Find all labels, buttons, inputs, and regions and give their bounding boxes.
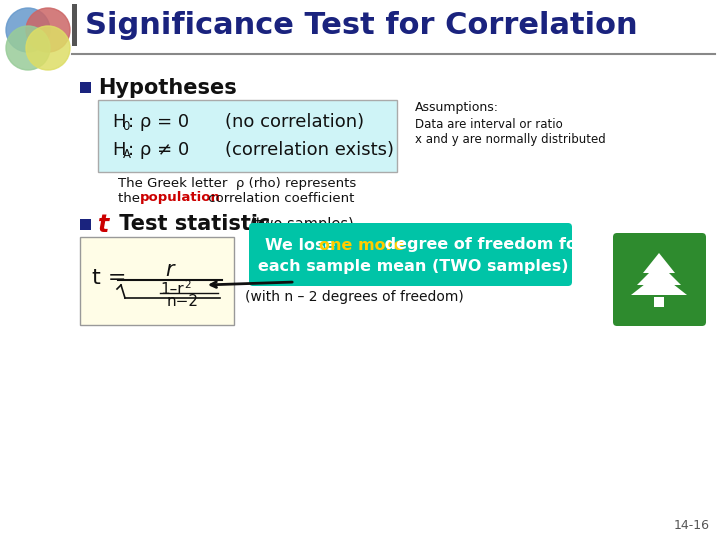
FancyBboxPatch shape <box>249 223 572 286</box>
Text: : ρ ≠ 0: : ρ ≠ 0 <box>128 141 189 159</box>
Text: population: population <box>140 192 221 205</box>
Text: t =: t = <box>92 268 134 288</box>
Polygon shape <box>637 263 681 285</box>
Text: H: H <box>112 113 125 131</box>
Polygon shape <box>654 297 664 307</box>
Text: 14-16: 14-16 <box>674 519 710 532</box>
Text: t: t <box>98 213 109 237</box>
Text: x and y are normally distributed: x and y are normally distributed <box>415 133 606 146</box>
Text: each sample mean (TWO samples): each sample mean (TWO samples) <box>258 259 568 273</box>
Circle shape <box>6 8 50 52</box>
Polygon shape <box>643 253 675 273</box>
Text: : ρ = 0: : ρ = 0 <box>128 113 189 131</box>
Text: n−2: n−2 <box>167 294 199 309</box>
Text: Test statistic: Test statistic <box>112 214 271 234</box>
Text: We lose: We lose <box>265 238 341 253</box>
Text: (two samples): (two samples) <box>250 217 354 232</box>
Text: A: A <box>122 148 130 161</box>
FancyBboxPatch shape <box>80 237 234 325</box>
FancyBboxPatch shape <box>98 100 397 172</box>
Circle shape <box>6 26 50 70</box>
Text: correlation coefficient: correlation coefficient <box>204 192 354 205</box>
Text: 1–r: 1–r <box>160 281 184 296</box>
Text: 2: 2 <box>184 280 191 290</box>
Circle shape <box>26 26 70 70</box>
Text: Hypotheses: Hypotheses <box>98 78 237 98</box>
FancyBboxPatch shape <box>80 82 91 93</box>
Text: one more: one more <box>319 238 405 253</box>
FancyBboxPatch shape <box>72 4 77 46</box>
Text: degree of freedom for: degree of freedom for <box>379 238 585 253</box>
Circle shape <box>26 8 70 52</box>
Text: (no correlation): (no correlation) <box>225 113 364 131</box>
Text: the: the <box>118 192 144 205</box>
Text: r: r <box>166 260 174 280</box>
Text: Significance Test for Correlation: Significance Test for Correlation <box>85 10 638 39</box>
Text: Data are interval or ratio: Data are interval or ratio <box>415 118 563 131</box>
Text: The Greek letter  ρ (rho) represents: The Greek letter ρ (rho) represents <box>118 177 356 190</box>
FancyBboxPatch shape <box>80 219 91 230</box>
Text: (correlation exists): (correlation exists) <box>225 141 394 159</box>
Text: Assumptions:: Assumptions: <box>415 102 499 114</box>
Text: (with n – 2 degrees of freedom): (with n – 2 degrees of freedom) <box>245 290 464 304</box>
Text: 0: 0 <box>122 120 130 133</box>
FancyBboxPatch shape <box>613 233 706 326</box>
Polygon shape <box>631 273 687 295</box>
Text: H: H <box>112 141 125 159</box>
